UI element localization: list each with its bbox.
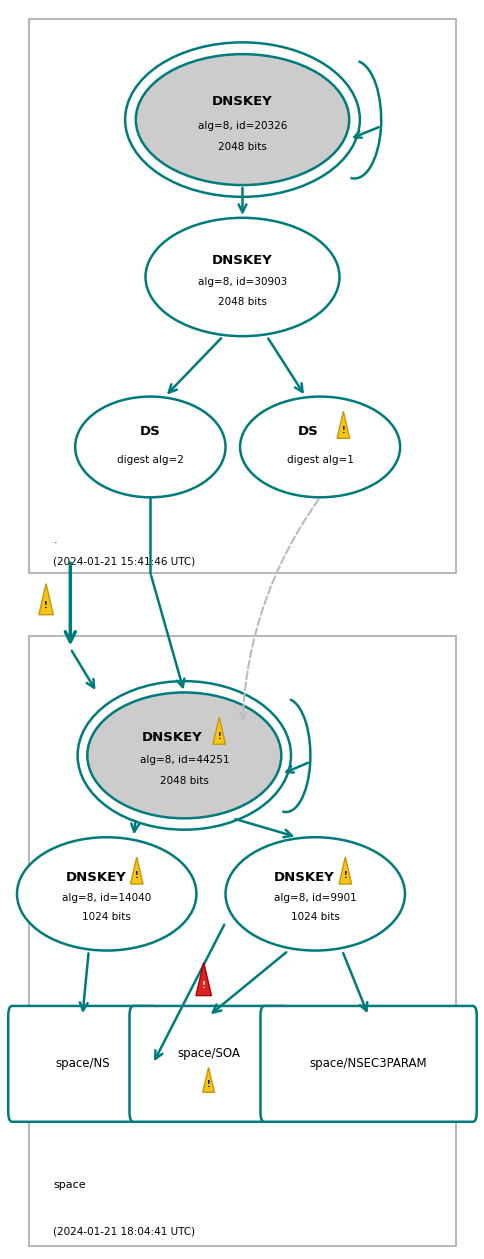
Text: 2048 bits: 2048 bits <box>160 776 208 786</box>
Text: space/NS: space/NS <box>55 1058 109 1070</box>
Polygon shape <box>338 857 351 884</box>
Text: DNSKEY: DNSKEY <box>65 871 126 884</box>
Text: (2024-01-21 18:04:41 UTC): (2024-01-21 18:04:41 UTC) <box>53 1226 195 1236</box>
Text: alg=8, id=30903: alg=8, id=30903 <box>197 277 287 287</box>
Polygon shape <box>39 584 53 614</box>
FancyBboxPatch shape <box>29 19 455 573</box>
Ellipse shape <box>225 837 404 951</box>
Text: (2024-01-21 15:41:46 UTC): (2024-01-21 15:41:46 UTC) <box>53 556 195 567</box>
FancyBboxPatch shape <box>8 1006 156 1122</box>
Polygon shape <box>130 857 143 884</box>
Text: alg=8, id=44251: alg=8, id=44251 <box>139 755 228 765</box>
Ellipse shape <box>136 54 348 185</box>
Text: 1024 bits: 1024 bits <box>290 912 339 922</box>
Ellipse shape <box>145 218 339 336</box>
Text: !: ! <box>44 601 48 609</box>
Text: !: ! <box>217 731 221 740</box>
Text: !: ! <box>341 426 345 434</box>
Polygon shape <box>336 412 349 438</box>
Ellipse shape <box>75 397 225 497</box>
Text: .: . <box>53 535 57 545</box>
Text: space: space <box>53 1180 86 1190</box>
Text: alg=8, id=14040: alg=8, id=14040 <box>62 893 151 903</box>
Ellipse shape <box>17 837 196 951</box>
Text: DS: DS <box>297 426 318 438</box>
Text: alg=8, id=20326: alg=8, id=20326 <box>197 121 287 131</box>
Text: !: ! <box>206 1080 210 1089</box>
Ellipse shape <box>240 397 399 497</box>
Text: space/NSEC3PARAM: space/NSEC3PARAM <box>309 1058 426 1070</box>
Text: DNSKEY: DNSKEY <box>212 254 272 267</box>
Polygon shape <box>202 1068 214 1093</box>
Text: !: ! <box>201 981 205 990</box>
FancyBboxPatch shape <box>29 636 455 1246</box>
Text: DNSKEY: DNSKEY <box>141 731 202 744</box>
Text: space/SOA: space/SOA <box>177 1047 240 1060</box>
Text: digest alg=1: digest alg=1 <box>286 454 353 465</box>
Text: alg=8, id=9901: alg=8, id=9901 <box>273 893 356 903</box>
Text: 2048 bits: 2048 bits <box>218 297 266 307</box>
Text: DNSKEY: DNSKEY <box>212 96 272 108</box>
Text: 1024 bits: 1024 bits <box>82 912 131 922</box>
FancyBboxPatch shape <box>129 1006 287 1122</box>
Text: !: ! <box>343 871 347 880</box>
Text: DS: DS <box>140 426 160 438</box>
Text: digest alg=2: digest alg=2 <box>117 454 183 465</box>
FancyBboxPatch shape <box>260 1006 476 1122</box>
Text: DNSKEY: DNSKEY <box>273 871 334 884</box>
Polygon shape <box>212 718 225 744</box>
Polygon shape <box>196 962 211 996</box>
Ellipse shape <box>87 692 281 818</box>
Text: !: ! <box>135 871 138 880</box>
Text: 2048 bits: 2048 bits <box>218 142 266 152</box>
